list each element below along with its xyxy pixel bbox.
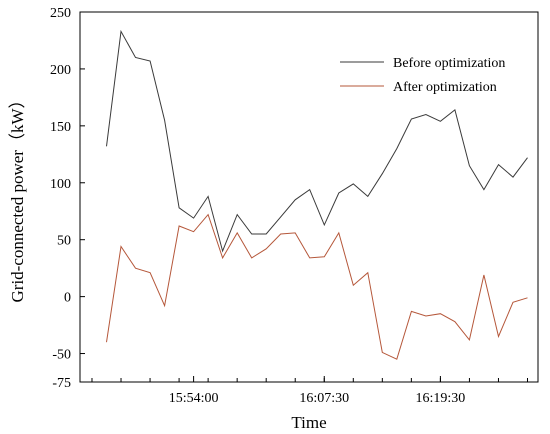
y-tick-label: 0 (64, 291, 71, 306)
y-axis-title: Grid-connected power（kW） (8, 91, 27, 302)
y-tick-label: 200 (50, 63, 71, 78)
plot-frame (79, 11, 539, 383)
plot-area: -75 -50 0 50 100 150 200 250 15:54:00 16:07:30 16… (50, 6, 539, 406)
series-line-after-optimization (106, 213, 528, 360)
series-layer (106, 29, 528, 360)
y-tick-label: -50 (52, 348, 71, 363)
legend-label: Before optimization (393, 56, 505, 71)
y-tick-label: 100 (50, 177, 71, 192)
x-axis-ticks: 15:54:00 16:07:30 16:19:30 (91, 376, 528, 406)
series-line-before-optimization (106, 29, 528, 253)
x-tick-label: 16:19:30 (416, 391, 466, 406)
x-axis-title: Time (291, 413, 326, 432)
y-axis-ticks: -75 -50 0 50 100 150 200 250 (50, 6, 85, 391)
x-tick-label: 16:07:30 (299, 391, 349, 406)
y-tick-label: 150 (50, 120, 71, 135)
legend: Before optimization After optimization (340, 56, 505, 95)
legend-label: After optimization (393, 80, 497, 95)
y-tick-label: -75 (52, 376, 71, 391)
x-tick-label: 15:54:00 (169, 391, 219, 406)
y-tick-label: 250 (50, 6, 71, 21)
y-tick-label: 50 (57, 234, 71, 249)
